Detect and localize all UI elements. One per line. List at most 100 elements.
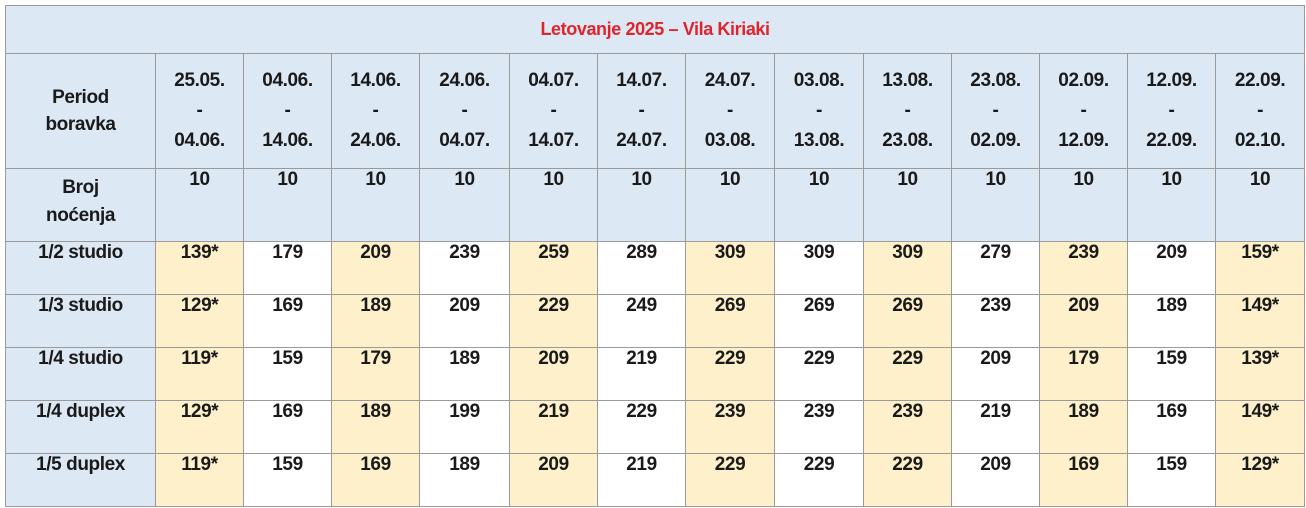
period-cell: 04.07. - 14.07. xyxy=(509,53,598,169)
period-to: 03.08. xyxy=(704,130,756,151)
price-cell: 219 xyxy=(951,400,1040,454)
price-cell: 179 xyxy=(1039,347,1128,401)
period-sep: - xyxy=(727,100,733,121)
nights-value: 10 xyxy=(685,168,775,242)
price-cell: 219 xyxy=(509,400,598,454)
price-cell: 229 xyxy=(774,347,864,401)
room-row: 1/4 duplex 129* 169 189 199 219 229 239 239 239 21… xyxy=(5,400,1306,454)
period-to: 02.10. xyxy=(1234,130,1286,151)
price-cell: 189 xyxy=(331,400,420,454)
price-cell: 239 xyxy=(774,400,864,454)
room-type-label: 1/3 studio xyxy=(5,294,156,348)
nights-value: 10 xyxy=(774,168,864,242)
price-cell: 289 xyxy=(597,241,686,295)
price-cell: 189 xyxy=(1127,294,1216,348)
room-row: 1/2 studio 139* 179 209 239 259 289 309 309 309 27… xyxy=(5,241,1306,295)
price-cell: 239 xyxy=(685,400,775,454)
price-cell: 169 xyxy=(243,294,332,348)
period-cell: 03.08. - 13.08. xyxy=(774,53,864,169)
period-to: 22.09. xyxy=(1146,130,1197,151)
price-cell: 209 xyxy=(331,241,420,295)
period-from: 02.09. xyxy=(1058,70,1109,91)
nights-value: 10 xyxy=(951,168,1040,242)
room-type-label: 1/4 duplex xyxy=(5,400,156,454)
price-cell: 229 xyxy=(685,347,775,401)
nights-label-line-1: Broj xyxy=(62,177,99,198)
nights-row: Broj noćenja 10 10 10 10 10 10 10 10 10 10 10 10 10 xyxy=(5,168,1306,242)
price-cell: 229 xyxy=(863,453,952,507)
period-from: 24.07. xyxy=(704,70,756,91)
nights-value: 10 xyxy=(331,168,420,242)
room-type-label: 1/5 duplex xyxy=(5,453,156,507)
price-cell: 129* xyxy=(155,294,244,348)
price-cell: 239 xyxy=(951,294,1040,348)
period-from: 14.06. xyxy=(350,70,401,91)
period-to: 14.06. xyxy=(262,130,313,151)
period-cell: 02.09. - 12.09. xyxy=(1039,53,1128,169)
period-to: 02.09. xyxy=(970,130,1021,151)
period-sep: - xyxy=(816,100,822,121)
price-cell: 229 xyxy=(597,400,686,454)
period-from: 04.06. xyxy=(262,70,313,91)
price-cell: 159 xyxy=(243,347,332,401)
period-to: 23.08. xyxy=(882,130,933,151)
price-cell: 169 xyxy=(1127,400,1216,454)
table-title: Letovanje 2025 – Vila Kiriaki xyxy=(4,5,1306,54)
period-from: 25.05. xyxy=(174,70,225,91)
period-sep: - xyxy=(1168,100,1175,121)
price-cell: 269 xyxy=(774,294,864,348)
period-cell: 24.07. - 03.08. xyxy=(685,53,775,169)
price-cell: 209 xyxy=(1127,241,1216,295)
period-from: 13.08. xyxy=(882,70,933,91)
price-cell: 219 xyxy=(597,453,686,507)
nights-value: 10 xyxy=(1214,168,1306,242)
price-cell: 149* xyxy=(1214,400,1306,454)
price-cell: 209 xyxy=(951,453,1040,507)
price-cell: 209 xyxy=(509,347,598,401)
price-cell: 179 xyxy=(331,347,420,401)
period-from: 12.09. xyxy=(1146,70,1197,91)
period-from: 22.09. xyxy=(1234,70,1286,91)
period-sep: - xyxy=(372,100,379,121)
period-from: 23.08. xyxy=(970,70,1021,91)
price-cell: 129* xyxy=(1214,453,1306,507)
room-row: 1/3 studio 129* 169 189 209 229 249 269 269 269 23… xyxy=(5,294,1306,348)
nights-value: 10 xyxy=(419,168,510,242)
room-row: 1/4 studio 119* 159 179 189 209 219 229 229 229 20… xyxy=(5,347,1306,401)
price-cell: 229 xyxy=(863,347,952,401)
period-to: 24.06. xyxy=(350,130,401,151)
period-from: 24.06. xyxy=(439,70,490,91)
price-cell: 309 xyxy=(863,241,952,295)
price-cell: 269 xyxy=(685,294,775,348)
price-cell: 209 xyxy=(1039,294,1128,348)
title-row: Letovanje 2025 – Vila Kiriaki xyxy=(4,5,1306,54)
price-cell: 169 xyxy=(243,400,332,454)
price-cell: 309 xyxy=(685,241,775,295)
period-sep: - xyxy=(638,100,645,121)
period-label-line-2: boravka xyxy=(45,114,116,135)
period-from: 04.07. xyxy=(528,70,579,91)
period-to: 13.08. xyxy=(793,130,845,151)
nights-value: 10 xyxy=(243,168,332,242)
period-to: 14.07. xyxy=(528,130,579,151)
period-cell: 24.06. - 04.07. xyxy=(419,53,510,169)
price-cell: 149* xyxy=(1214,294,1306,348)
period-to: 04.06. xyxy=(174,130,225,151)
price-cell: 159 xyxy=(1127,453,1216,507)
period-header-row: Period boravka 25.05. -04.06. 04.06. -14.06… xyxy=(5,53,1306,169)
period-sep: - xyxy=(550,100,557,121)
price-cell: 239 xyxy=(1039,241,1128,295)
price-cell: 189 xyxy=(1039,400,1128,454)
price-cell: 249 xyxy=(597,294,686,348)
period-cell: 14.06. - 24.06. xyxy=(331,53,420,169)
period-cell: 22.09. - 02.10. xyxy=(1214,53,1306,169)
price-cell: 309 xyxy=(774,241,864,295)
period-sep: - xyxy=(284,100,291,121)
period-sep: - xyxy=(1257,100,1263,121)
price-cell: 209 xyxy=(509,453,598,507)
price-cell: 169 xyxy=(1039,453,1128,507)
period-cell: 04.06. - 14.06. xyxy=(243,53,332,169)
price-cell: 159* xyxy=(1214,241,1306,295)
period-to: 24.07. xyxy=(616,130,667,151)
period-cell: 14.07. - 24.07. xyxy=(597,53,686,169)
